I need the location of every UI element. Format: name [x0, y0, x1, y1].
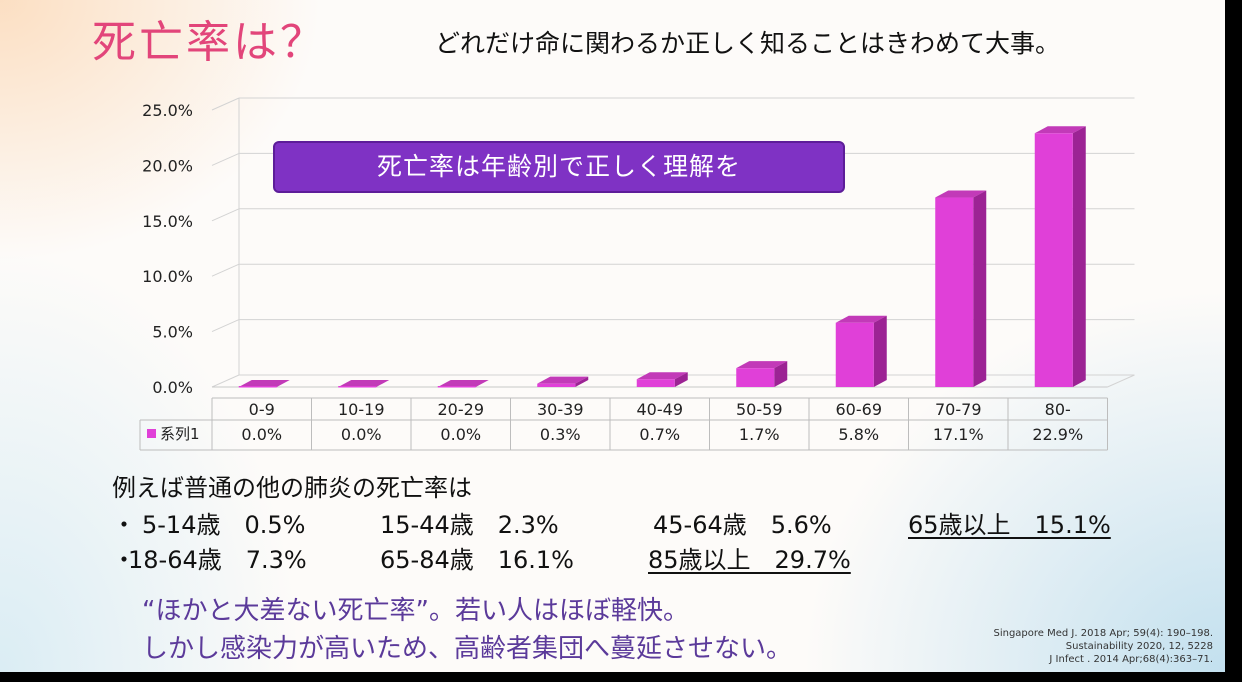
gridline-side: [211, 97, 240, 111]
bar-top: [835, 315, 887, 323]
message-line1: “ほかと大差ない死亡率”。若い人はほぼ軽快。: [142, 596, 689, 626]
gridline-side: [211, 374, 240, 388]
notes-line1-group4: 65歳以上 15.1%: [908, 511, 1111, 539]
notes-line1-group1: 5-14歳 0.5%: [142, 511, 306, 539]
bar: [537, 383, 576, 387]
y-tick-label: 15.0%: [142, 212, 193, 231]
callout-box: 死亡率は年齢別で正しく理解を: [273, 141, 845, 193]
x-category-label: 70-79: [935, 400, 982, 419]
y-tick-label: 10.0%: [142, 267, 193, 286]
bar-side: [575, 376, 589, 387]
page-title: 死亡率は？: [92, 17, 327, 68]
bar-side: [774, 361, 788, 387]
legend-label: 系列1: [160, 425, 200, 443]
legend-swatch: [147, 429, 156, 438]
page-subtitle: どれだけ命に関わるか正しく知ることはきわめて大事。: [435, 29, 1061, 58]
notes-line1-group2: 15-44歳 2.3%: [380, 511, 559, 539]
x-category-label: 20-29: [438, 400, 485, 419]
bar: [338, 386, 377, 388]
data-label: 1.7%: [739, 425, 780, 444]
bar-top: [736, 361, 788, 369]
floor-right-edge: [1107, 374, 1135, 388]
screen-border-bottom: [0, 672, 1242, 682]
y-tick-label: 0.0%: [152, 378, 193, 397]
x-category-label: 40-49: [637, 400, 684, 419]
x-category-label: 50-59: [736, 400, 783, 419]
data-label: 0.0%: [241, 425, 282, 444]
gridline-side: [211, 319, 240, 333]
notes-line1-group3: 45-64歳 5.6%: [653, 511, 832, 539]
citation-2: Sustainability 2020, 12, 5228: [1065, 641, 1213, 652]
x-category-label: 10-19: [338, 400, 385, 419]
bar-side: [1072, 126, 1086, 387]
data-label: 0.7%: [639, 425, 680, 444]
x-category-label: 0-9: [249, 400, 275, 419]
y-tick-label: 5.0%: [152, 323, 193, 342]
bar-top: [338, 380, 390, 387]
data-label: 0.3%: [540, 425, 581, 444]
bar: [238, 386, 277, 388]
notes-line2-group1: 18-64歳 7.3%: [128, 546, 307, 574]
y-tick-label: 25.0%: [142, 101, 193, 120]
mortality-bar-chart: 0.0% 5.0% 10.0% 15.0% 20.0% 25.0% 0-9 0.0% 10-19…: [139, 97, 1135, 451]
message-line2: しかし感染力が高いため、高齢者集団へ蔓延させない。: [142, 634, 793, 664]
bar: [437, 386, 476, 388]
gridline-side: [211, 263, 240, 277]
gridline-side: [211, 152, 240, 166]
bar: [636, 379, 675, 387]
gridline-side: [211, 208, 240, 222]
notes-line2-bullet: ・: [112, 546, 136, 574]
notes-line2-group3: 85歳以上 29.7%: [648, 546, 851, 574]
x-category-label: 60-69: [836, 400, 883, 419]
bar: [935, 197, 974, 387]
notes-heading: 例えば普通の他の肺炎の死亡率は: [112, 474, 472, 502]
screen-border-right: [1225, 0, 1242, 682]
bar-side: [973, 190, 987, 387]
data-label: 0.0%: [341, 425, 382, 444]
x-category-label: 30-39: [537, 400, 584, 419]
notes-line2-group2: 65-84歳 16.1%: [380, 546, 574, 574]
bar-top: [636, 372, 688, 380]
x-category-label: 80-: [1045, 400, 1071, 419]
data-label: 0.0%: [440, 425, 481, 444]
y-tick-label: 20.0%: [142, 156, 193, 175]
bar-top: [537, 376, 589, 384]
bar-top: [935, 190, 987, 198]
citation-3: J Infect . 2014 Apr;68(4):363–71.: [1049, 654, 1213, 665]
data-label: 22.9%: [1032, 425, 1083, 444]
bar-side: [674, 372, 688, 387]
notes-line1-bullet: ・: [112, 511, 136, 539]
bar-side: [873, 315, 887, 387]
citation-1: Singapore Med J. 2018 Apr; 59(4): 190–19…: [993, 628, 1213, 639]
data-label: 5.8%: [838, 425, 879, 444]
bar: [835, 322, 874, 387]
bar: [1034, 133, 1073, 387]
bar-top: [437, 380, 489, 387]
slide: 死亡率は？ どれだけ命に関わるか正しく知ることはきわめて大事。 0.0% 5.0%…: [0, 0, 1225, 672]
bar-top: [238, 380, 290, 387]
bar: [736, 368, 775, 387]
data-label: 17.1%: [933, 425, 984, 444]
bar-top: [1034, 126, 1086, 134]
